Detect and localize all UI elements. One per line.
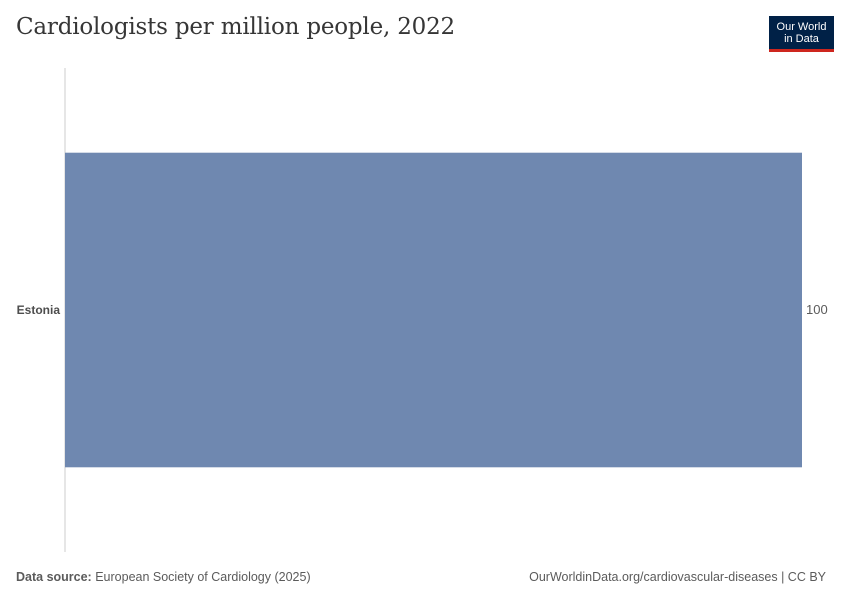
category-label: Estonia — [17, 303, 61, 317]
value-label: 100 — [806, 302, 828, 317]
bar-estonia[interactable] — [65, 152, 802, 468]
logo-line-1: Our World — [776, 21, 827, 33]
logo-line-2: in Data — [784, 33, 819, 45]
data-source-label: Data source: — [16, 570, 92, 584]
data-source: Data source: European Society of Cardiol… — [16, 570, 311, 584]
source-url-link[interactable]: OurWorldinData.org/cardiovascular-diseas… — [529, 570, 826, 584]
data-source-text: European Society of Cardiology (2025) — [91, 570, 311, 584]
owid-logo[interactable]: Our World in Data — [769, 16, 834, 52]
chart-title: Cardiologists per million people, 2022 — [16, 14, 455, 40]
